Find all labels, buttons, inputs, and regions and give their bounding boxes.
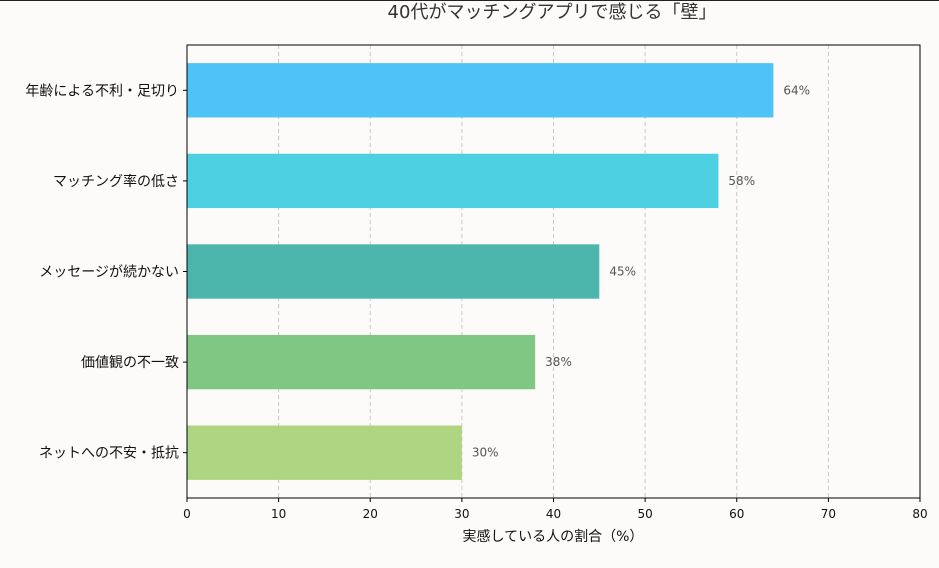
bar	[187, 153, 719, 209]
value-label: 64%	[783, 83, 810, 97]
bar	[187, 63, 774, 118]
x-tick-label: 80	[912, 507, 927, 521]
x-tick-label: 50	[637, 507, 652, 521]
x-tick-label: 0	[183, 507, 191, 521]
value-label: 38%	[545, 355, 572, 369]
value-label: 45%	[609, 265, 636, 279]
x-tick-label: 10	[271, 507, 286, 521]
y-axis-categories: 年齢による不利・足切りマッチング率の低さメッセージが続かない価値観の不一致ネット…	[25, 83, 187, 462]
x-tick-label: 70	[821, 507, 836, 521]
category-label: 価値観の不一致	[81, 354, 179, 371]
x-axis-ticks: 0 10 20 30 40 50 60 70 80	[183, 498, 928, 521]
value-label: 58%	[728, 174, 755, 188]
category-label: メッセージが続かない	[39, 264, 179, 281]
chart-title: 40代がマッチングアプリで感じる「壁」	[388, 2, 717, 23]
x-tick-label: 60	[729, 507, 744, 521]
category-label: 年齢による不利・足切り	[25, 83, 179, 99]
x-tick-label: 40	[546, 507, 561, 521]
value-label: 30%	[472, 446, 499, 460]
bars-group: 64% 58% 45% 38% 30%	[187, 63, 810, 480]
bar	[187, 244, 600, 299]
x-axis-label: 実感している人の割合（%）	[463, 528, 644, 545]
top-border-line	[0, 0, 939, 1]
category-label: ネットへの不安・抵抗	[39, 446, 179, 462]
bar	[187, 334, 536, 390]
x-tick-label: 20	[363, 507, 378, 521]
bar	[187, 425, 462, 480]
x-tick-label: 30	[454, 507, 469, 521]
category-label: マッチング率の低さ	[53, 173, 179, 190]
